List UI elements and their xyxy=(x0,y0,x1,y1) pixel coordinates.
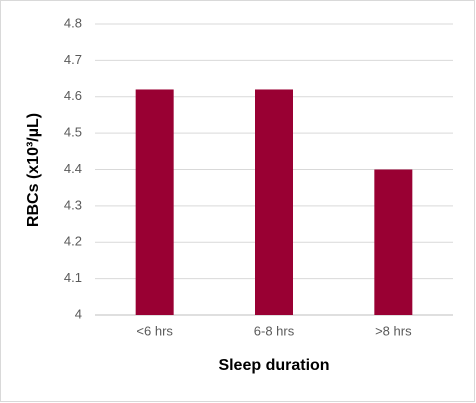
x-tick-label: >8 hrs xyxy=(375,323,412,338)
x-axis-title: Sleep duration xyxy=(218,357,329,374)
y-tick-label: 4.7 xyxy=(64,52,82,67)
y-tick-label: 4.3 xyxy=(64,197,82,212)
bar xyxy=(255,89,293,315)
y-tick-label: 4.2 xyxy=(64,234,82,249)
x-tick-label: 6-8 hrs xyxy=(254,323,295,338)
bar xyxy=(374,169,413,315)
y-tick-label: 4.4 xyxy=(64,161,82,176)
y-axis-title: RBCs (x10³/µL) xyxy=(25,113,42,227)
x-tick-label: <6 hrs xyxy=(136,323,173,338)
y-tick-label: 4.8 xyxy=(64,15,82,30)
y-tick-label: 4.6 xyxy=(64,88,82,103)
y-tick-label: 4 xyxy=(75,306,82,321)
bar xyxy=(135,89,174,315)
y-tick-label: 4.5 xyxy=(64,125,82,140)
y-tick-label: 4.1 xyxy=(64,270,82,285)
